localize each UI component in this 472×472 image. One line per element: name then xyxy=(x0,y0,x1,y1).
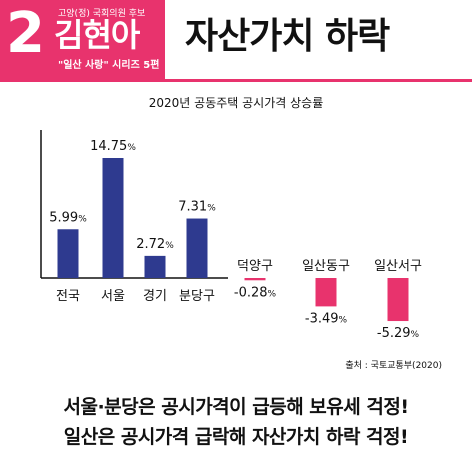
bar-6 xyxy=(315,278,337,307)
category-label-3: 경기 xyxy=(143,289,167,304)
category-label-1: 전국 xyxy=(56,289,80,304)
category-label-4: 분당구 xyxy=(179,289,215,304)
candidate-name: 김현아 xyxy=(54,16,140,54)
data-label-1: 5.99% xyxy=(49,210,87,225)
header: 2 고양(정) 국회의원 후보 김현아 "일산 사랑" 시리즈 5편 자산가치 … xyxy=(0,0,472,79)
series-label: "일산 사랑" 시리즈 5편 xyxy=(58,60,160,71)
category-label-7: 일산서구 xyxy=(374,259,422,274)
headline: 자산가치 하락 xyxy=(185,16,390,57)
divider-line xyxy=(0,79,472,82)
candidate-number: 2 xyxy=(6,1,45,66)
caption: 서울·분당은 공시가격이 급등해 보유세 걱정! 일산은 공시가격 급락해 자산… xyxy=(0,374,472,472)
caption-line-2: 일산은 공시가격 급락해 자산가치 하락 걱정! xyxy=(63,426,409,448)
data-label-6: -3.49% xyxy=(305,311,348,326)
category-label-2: 서울 xyxy=(101,289,125,304)
category-label-6: 일산동구 xyxy=(302,259,350,274)
bar-3 xyxy=(144,255,166,278)
data-label-4: 7.31% xyxy=(178,200,216,215)
bar-7 xyxy=(387,278,409,322)
category-label-5: 덕양구 xyxy=(237,259,273,274)
bar-2 xyxy=(102,158,124,278)
bar-5 xyxy=(244,278,266,281)
headline-box: 자산가치 하락 xyxy=(165,0,472,79)
chart-area: 2020년 공동주택 공시가격 상승률 5.99% 전국 14.75% 서울 2.72% 경… xyxy=(0,82,472,374)
source-note: 출처 : 국토교통부(2020) xyxy=(345,359,442,371)
bar-4 xyxy=(186,218,208,278)
candidate-district: 고양(정) 국회의원 후보 xyxy=(58,9,146,19)
bar-1 xyxy=(57,229,79,278)
chart-title: 2020년 공동주택 공시가격 상승률 xyxy=(149,96,323,110)
candidate-badge: 2 고양(정) 국회의원 후보 김현아 "일산 사랑" 시리즈 5편 xyxy=(0,0,165,79)
data-label-5: -0.28% xyxy=(234,285,277,300)
data-label-3: 2.72% xyxy=(136,237,174,252)
caption-line-1: 서울·분당은 공시가격이 급등해 보유세 걱정! xyxy=(63,396,409,418)
bar-chart: 2020년 공동주택 공시가격 상승률 5.99% 전국 14.75% 서울 2.72% 경… xyxy=(40,96,442,371)
data-label-7: -5.29% xyxy=(377,326,420,341)
data-label-2: 14.75% xyxy=(90,139,136,154)
